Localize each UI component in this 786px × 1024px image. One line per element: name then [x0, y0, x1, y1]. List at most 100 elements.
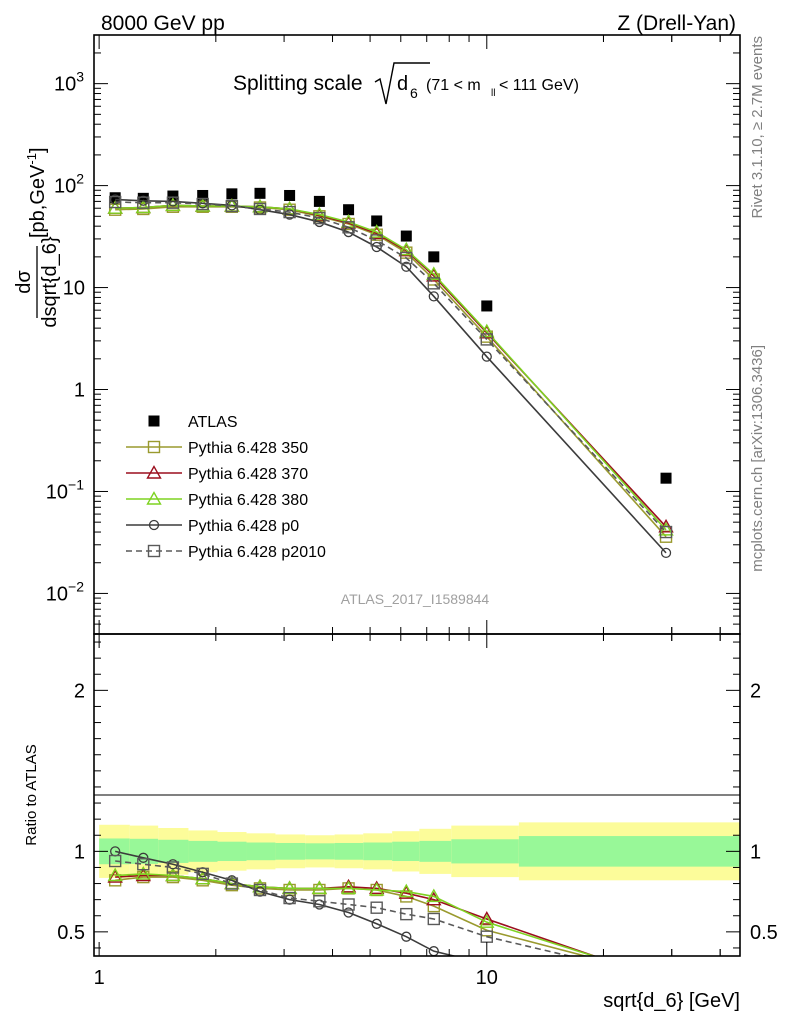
- main-point: [401, 261, 412, 272]
- ratio-point: [480, 924, 493, 937]
- ratio-axis-ticks: 0.5 0.5 1 1 2 2 1 10: [57, 634, 778, 989]
- main-series-5: [108, 195, 673, 539]
- ratio-point: [371, 918, 382, 929]
- main-point: [137, 192, 149, 204]
- legend-entry: Pythia 6.428 p0: [126, 518, 299, 535]
- ratio-point: [427, 912, 440, 926]
- legend-marker: [147, 440, 161, 454]
- main-point: [660, 547, 672, 559]
- main-ylabel: dσ dsqrt{d_6} [pb,GeV-1]: [13, 147, 61, 327]
- main-point: [400, 251, 413, 265]
- ratio-point: [368, 880, 385, 895]
- ratio-point: [368, 882, 385, 896]
- ratio-y-tick-label-right: 1: [750, 841, 761, 863]
- main-point: [166, 196, 180, 209]
- ratio-point: [342, 898, 355, 911]
- ratio-inner-band: [419, 840, 452, 862]
- main-point: [370, 234, 383, 247]
- ratio-frame: [93, 633, 741, 957]
- main-point: [311, 206, 328, 221]
- ratio-point: [167, 859, 179, 870]
- header-energy: 8000 GeV pp: [101, 12, 225, 35]
- ratio-point: [283, 891, 296, 905]
- main-point: [313, 211, 326, 225]
- main-point: [659, 525, 673, 539]
- ratio-point: [401, 931, 412, 942]
- ratio-inner-band: [392, 841, 420, 862]
- ratio-point: [137, 858, 150, 871]
- ratio-point: [340, 878, 357, 893]
- main-point: [343, 204, 355, 216]
- main-point: [398, 241, 415, 256]
- y-tick-label: 10−1: [46, 476, 84, 503]
- ratio-point: [108, 854, 122, 868]
- ratio-ylabel: Ratio to ATLAS: [23, 744, 40, 845]
- main-point: [108, 195, 122, 209]
- ratio-point: [313, 895, 326, 908]
- ratio-inner-band: [518, 836, 740, 867]
- title-symbol: d: [397, 73, 408, 95]
- main-series-group: [107, 187, 674, 559]
- ratio-series-4: [108, 854, 573, 956]
- ylabel-numerator: dσ: [13, 270, 35, 294]
- ylabel-unit-sup: -1: [24, 153, 39, 165]
- main-point: [426, 268, 442, 282]
- legend-entry: Pythia 6.428 370: [126, 465, 308, 483]
- ratio-point: [479, 911, 495, 925]
- ratio-point: [135, 865, 151, 880]
- main-point: [371, 241, 382, 253]
- ratio-point: [398, 883, 415, 898]
- legend-marker: [148, 415, 160, 427]
- legend: ATLAS Pythia 6.428 350 Pythia 6.428 370 Pyt…: [126, 414, 326, 561]
- ratio-point: [343, 907, 354, 918]
- main-point: [110, 194, 121, 205]
- main-point: [253, 202, 267, 216]
- main-point: [137, 196, 150, 209]
- ratio-point: [225, 877, 239, 890]
- main-point: [479, 323, 495, 338]
- ratio-y-tick-label-right: 2: [750, 680, 761, 702]
- main-point: [138, 195, 149, 206]
- side-label-mcplots: mcplots.cern.ch [arXiv:1306.3436]: [749, 345, 766, 572]
- ratio-point: [311, 880, 328, 895]
- ratio-point: [138, 852, 149, 863]
- ylabel-unit: [pb,GeV-1]: [24, 147, 49, 238]
- title-symbol-sub: 6: [410, 85, 418, 101]
- ratio-y-tick-label: 1: [74, 841, 85, 863]
- ratio-point: [426, 888, 442, 903]
- main-title: Splitting scale d 6 (71 < m ll < 111 GeV…: [233, 62, 579, 105]
- title-range-post: < 111 GeV): [499, 77, 579, 94]
- y-tick-label: 102: [54, 171, 84, 198]
- main-point: [342, 221, 355, 234]
- ratio-point: [426, 891, 442, 906]
- ratio-inner-band: [275, 842, 306, 860]
- legend-label: ATLAS: [188, 414, 238, 431]
- main-point: [284, 189, 296, 201]
- legend-marker: [146, 465, 162, 479]
- main-panel: 10−2 10−1 1 10 102 103 Splitting scale d 6 (7…: [13, 34, 741, 635]
- x-tick-label: 1: [94, 967, 105, 989]
- main-point: [428, 291, 439, 302]
- ylabel-denominator: dsqrt{d_6}: [39, 236, 61, 328]
- ratio-point: [400, 907, 413, 921]
- ratio-inner-band: [158, 839, 189, 863]
- main-point: [427, 277, 440, 290]
- title-range-sub: ll: [491, 88, 495, 99]
- ratio-inner-band: [451, 839, 519, 864]
- ratio-series-line-2: [115, 873, 596, 956]
- ylabel-unit-text: [pb,GeV: [27, 164, 49, 238]
- main-point: [481, 351, 492, 362]
- ratio-point: [479, 914, 495, 928]
- ratio-uncertainty-bands: [99, 822, 740, 881]
- legend-label: Pythia 6.428 370: [188, 466, 308, 483]
- legend-entry: Pythia 6.428 350: [126, 440, 308, 457]
- main-point: [426, 266, 442, 280]
- main-point: [428, 251, 440, 263]
- ratio-series-1: [107, 867, 597, 956]
- ratio-series-group: [107, 846, 597, 957]
- main-point: [283, 205, 296, 219]
- ratio-y-tick-label-right: 0.5: [750, 922, 778, 944]
- ratio-point: [253, 883, 267, 897]
- ratio-point: [226, 875, 238, 886]
